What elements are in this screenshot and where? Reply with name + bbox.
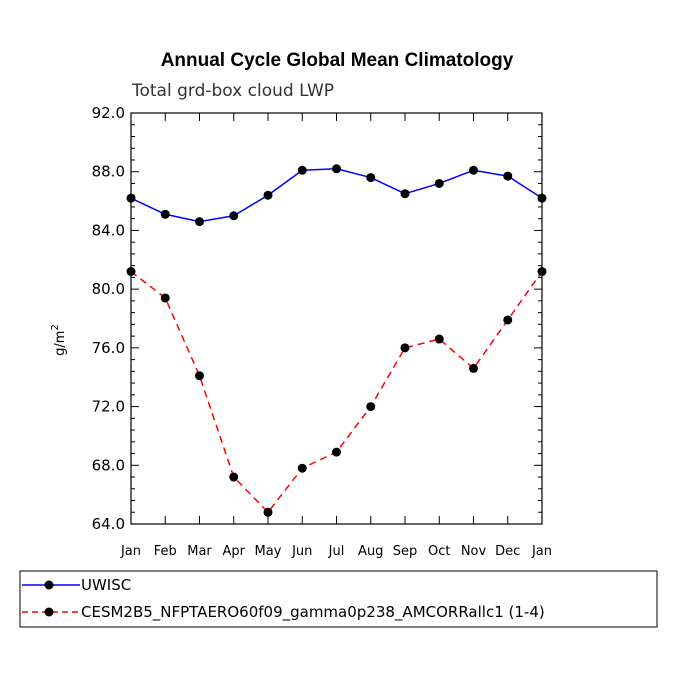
data-point: [537, 193, 547, 203]
series-layer: [126, 164, 547, 517]
legend-label-uwisc: UWISC: [81, 576, 131, 594]
data-point: [366, 173, 376, 183]
chart-subtitle: Total grd-box cloud LWP: [131, 81, 334, 101]
data-point: [503, 315, 513, 325]
data-point: [263, 190, 273, 200]
x-tick-label: Sep: [393, 544, 418, 559]
chart-title: Annual Cycle Global Mean Climatology: [161, 50, 514, 71]
data-point: [160, 209, 170, 219]
data-point: [160, 293, 170, 303]
data-point: [297, 165, 307, 175]
data-point: [434, 178, 444, 188]
data-point: [297, 463, 307, 473]
y-tick-label: 76.0: [92, 339, 125, 357]
legend-marker-uwisc: [44, 580, 54, 590]
x-tick-label: Dec: [495, 544, 520, 559]
x-tick-label: Jul: [328, 544, 345, 559]
x-tick-label: Feb: [154, 544, 177, 559]
x-tick-label: May: [255, 544, 282, 559]
data-point: [469, 363, 478, 373]
data-point: [126, 193, 136, 203]
x-tick-label: Nov: [461, 544, 487, 559]
data-point: [434, 334, 444, 344]
y-tick-label: 72.0: [92, 398, 125, 416]
data-point: [400, 343, 410, 353]
y-tick-label: 68.0: [92, 456, 125, 474]
y-tick-label: 92.0: [92, 104, 125, 122]
y-tick-label: 88.0: [92, 163, 125, 181]
data-point: [195, 371, 204, 381]
legend: UWISC CESM2B5_NFPTAERO60f09_gamma0p238_A…: [19, 570, 658, 628]
data-point: [537, 267, 547, 277]
y-axis-label-superscript: 2: [50, 324, 61, 330]
data-point: [400, 189, 410, 199]
legend-box: [19, 570, 658, 628]
x-tick-label: Jan: [531, 544, 552, 559]
data-point: [332, 164, 341, 174]
series-line-1: [130, 270, 543, 514]
y-axis-label-base: g/m: [53, 331, 68, 356]
x-tick-label: Jun: [291, 544, 312, 559]
data-point: [126, 267, 136, 277]
y-tick-label: 84.0: [92, 221, 125, 239]
x-tick-label: Apr: [223, 544, 246, 559]
x-tick-label: Oct: [428, 544, 450, 559]
series-line-0: [130, 168, 543, 223]
x-tick-label: Mar: [187, 544, 212, 559]
axis-ticks: [130, 112, 543, 525]
plot-area: 64.0 68.0 72.0 76.0 80.0 84.0 88.0 92.0 Jan Feb M…: [92, 104, 552, 559]
x-tick-labels: Jan Feb Mar Apr May Jun Jul Aug Sep Oct Nov Dec Jan: [120, 544, 552, 559]
data-point: [263, 507, 273, 517]
legend-marker-cesm: [44, 607, 54, 617]
x-tick-label: Aug: [358, 544, 383, 559]
data-point: [366, 402, 376, 412]
data-point: [332, 447, 341, 457]
y-tick-labels: 64.0 68.0 72.0 76.0 80.0 84.0 88.0 92.0: [92, 104, 125, 533]
x-tick-label: Jan: [120, 544, 141, 559]
data-point: [469, 165, 478, 175]
plot-frame: [130, 112, 543, 525]
legend-label-cesm: CESM2B5_NFPTAERO60f09_gamma0p238_AMCORRa…: [81, 603, 545, 622]
data-point: [195, 217, 204, 227]
y-tick-label: 64.0: [92, 515, 125, 533]
data-point: [229, 211, 239, 221]
data-point: [229, 472, 239, 482]
y-tick-label: 80.0: [92, 280, 125, 298]
y-axis-label: g/m2: [50, 324, 68, 356]
data-point: [503, 171, 513, 181]
